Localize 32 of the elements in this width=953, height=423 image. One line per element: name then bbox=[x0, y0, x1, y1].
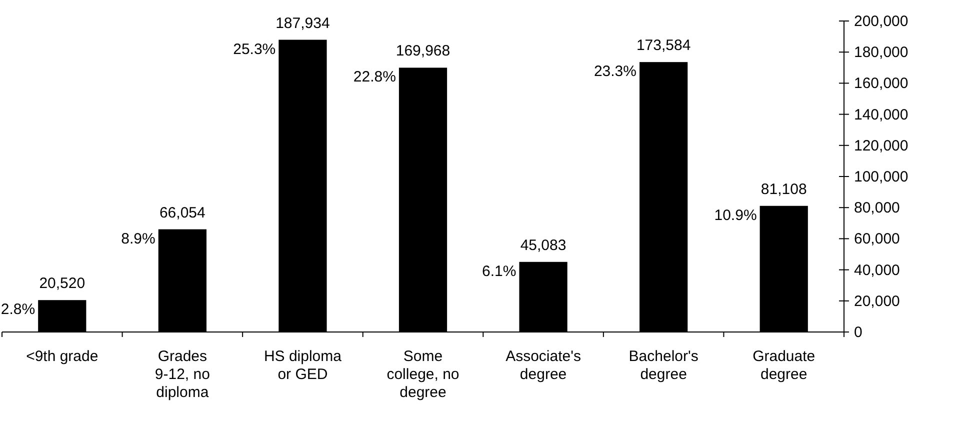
data-label: 173,584 bbox=[636, 37, 691, 54]
annotation: 25.3% bbox=[233, 40, 276, 58]
y-tick-label: 40,000 bbox=[854, 262, 900, 279]
y-tick-label: 140,000 bbox=[854, 106, 908, 124]
y-tick-label: 20,000 bbox=[854, 292, 900, 310]
data-label: 66,054 bbox=[159, 204, 206, 222]
data-label: 45,083 bbox=[520, 236, 566, 254]
y-tick-label: 60,000 bbox=[854, 230, 900, 248]
y-tick-label: 180,000 bbox=[854, 44, 908, 62]
data-label: 81,108 bbox=[760, 180, 807, 198]
x-tick-label: <9th grade bbox=[26, 348, 98, 365]
y-tick-label: 200,000 bbox=[854, 13, 908, 30]
y-tick-label: 160,000 bbox=[854, 75, 908, 92]
annotation: 10.9% bbox=[714, 206, 757, 224]
y-tick-label: 100,000 bbox=[854, 168, 908, 186]
annotation: 22.8% bbox=[353, 68, 396, 86]
y-tick-label: 80,000 bbox=[854, 200, 900, 217]
data-label: 169,968 bbox=[396, 42, 450, 60]
x-tick-label: HS diploma or GED bbox=[264, 348, 342, 383]
annotation: 23.3% bbox=[594, 63, 637, 80]
data-label: 20,520 bbox=[39, 275, 86, 292]
data-label: 187,934 bbox=[276, 14, 330, 32]
annotation: 8.9% bbox=[121, 230, 156, 248]
annotation: 2.8% bbox=[0, 301, 36, 318]
x-tick-label: Some college, no degree bbox=[386, 348, 460, 401]
annotation: 6.1% bbox=[482, 262, 516, 280]
x-tick-label: Grades 9-12, no diploma bbox=[154, 348, 210, 401]
y-tick-label: 0 bbox=[854, 324, 862, 341]
x-tick-label: Bachelor's degree bbox=[628, 348, 698, 383]
y-tick-label: 120,000 bbox=[854, 137, 908, 154]
x-tick-label: Graduate degree bbox=[752, 348, 816, 383]
x-tick-label: Associate's degree bbox=[506, 348, 581, 383]
